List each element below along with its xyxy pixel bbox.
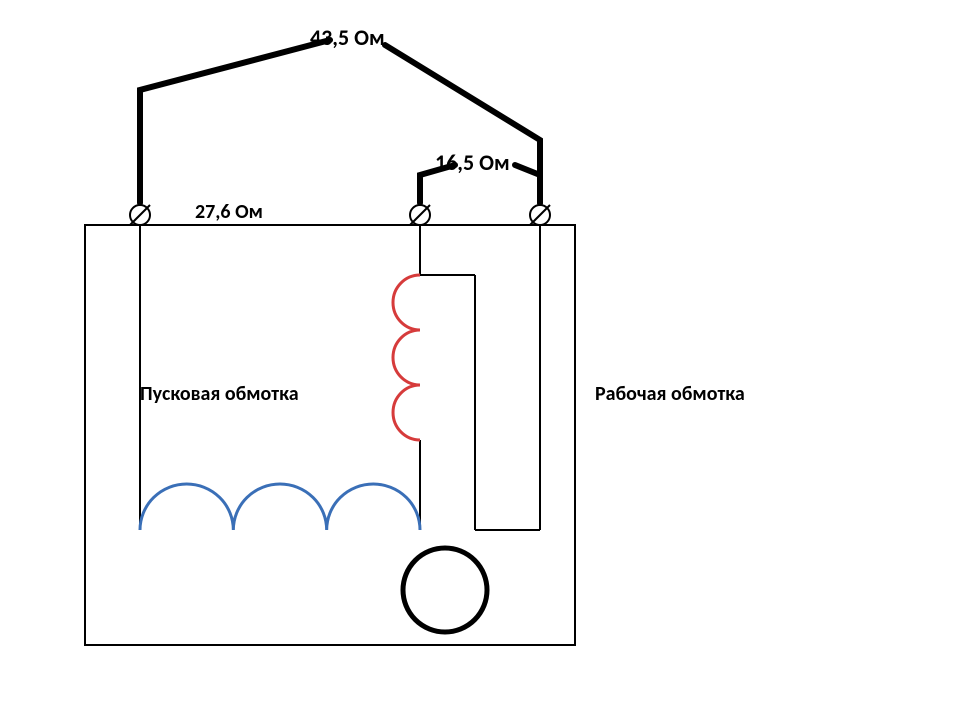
probe-lead-total-right xyxy=(385,45,540,203)
resistance-run-label: 16,5 Ом xyxy=(435,149,510,176)
running-winding-label: Рабочая обмотка xyxy=(595,382,745,406)
resistance-total-label: 43,5 Ом xyxy=(310,24,385,51)
starting-winding-label: Пусковая обмотка xyxy=(140,382,299,406)
running-winding-coil xyxy=(393,275,420,440)
resistance-start-label: 27,6 Ом xyxy=(195,200,263,224)
circuit-diagram: 43,5 Ом 27,6 Ом 16,5 Ом Пусковая обмотка… xyxy=(0,0,976,712)
rotor-icon xyxy=(403,548,487,632)
starting-winding-coil xyxy=(140,484,420,530)
terminals xyxy=(130,205,550,225)
probe-lead-run-right xyxy=(515,165,540,203)
enclosure-box xyxy=(85,225,575,645)
probe-lead-total-left xyxy=(140,40,330,203)
